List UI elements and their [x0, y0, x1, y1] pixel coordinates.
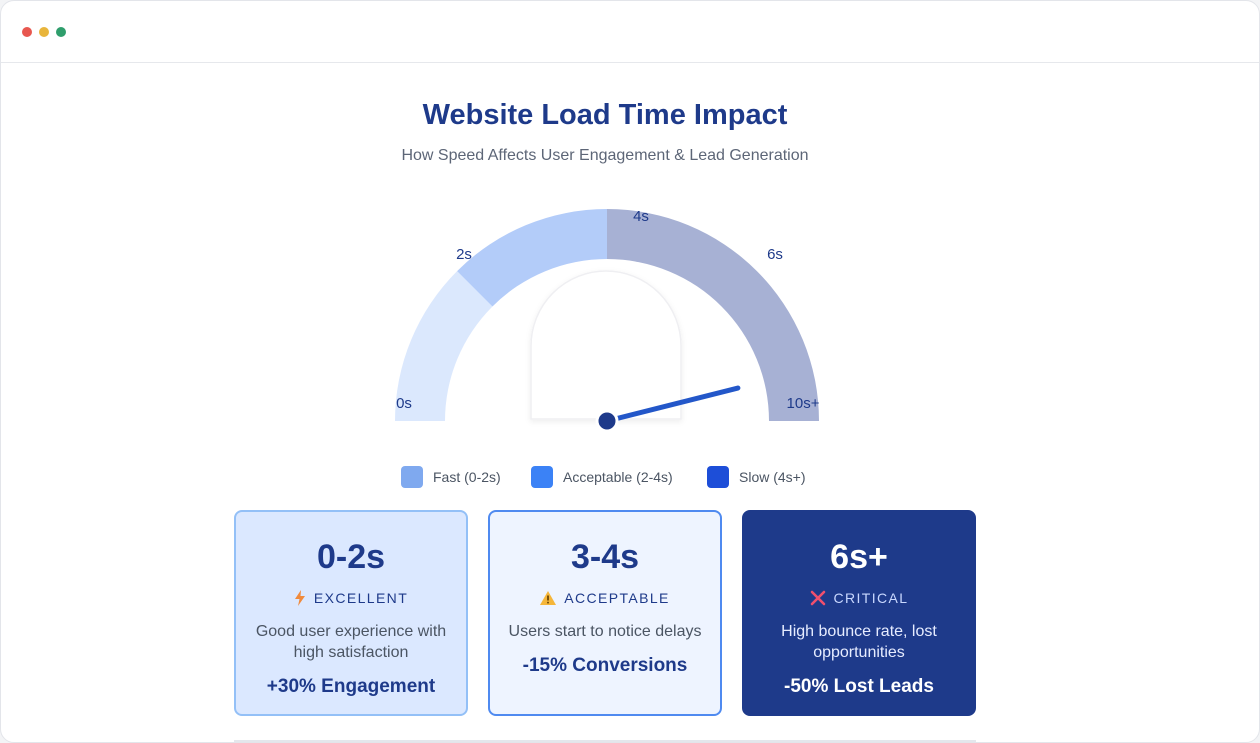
gauge-segment-slow	[607, 209, 819, 421]
legend-item-acceptable: Acceptable (2-4s)	[531, 464, 673, 490]
card-range: 0-2s	[316, 538, 386, 576]
gauge-inner-dial	[530, 270, 682, 420]
card-metric: -15% Conversions	[522, 655, 688, 676]
gauge-tick-label: 6s	[767, 246, 783, 263]
load-time-card-fast: 0-2s EXCELLENT Good user experience with…	[234, 510, 468, 716]
load-time-gauge: 0s 2s 4s 6s 10s+	[395, 208, 820, 433]
legend-swatch	[401, 466, 423, 488]
card-description: Good user experience with high satisfact…	[255, 623, 447, 661]
card-status: CRITICAL	[744, 590, 974, 606]
lightning-icon	[294, 590, 306, 606]
legend-label: Slow (4s+)	[739, 469, 806, 485]
gauge-tick-label: 10s+	[787, 395, 820, 412]
close-window-dot-icon[interactable]	[22, 27, 32, 37]
load-time-card-slow: 6s+ CRITICAL High bounce rate, lost oppo…	[742, 510, 976, 716]
legend-item-slow: Slow (4s+)	[707, 464, 806, 490]
gauge-needle	[604, 385, 741, 424]
legend-swatch	[531, 466, 553, 488]
card-range: 3-4s	[570, 538, 640, 576]
card-status-label: CRITICAL	[833, 590, 909, 606]
card-range: 6s+	[830, 538, 888, 576]
maximize-window-dot-icon[interactable]	[56, 27, 66, 37]
divider	[234, 740, 976, 742]
load-time-card-acceptable: 3-4s ACCEPTABLE Users start to notice de…	[488, 510, 722, 716]
gauge-needle-hub	[595, 409, 619, 433]
card-status-label: ACCEPTABLE	[564, 590, 670, 606]
gauge-segment-fast	[395, 271, 493, 421]
legend-item-fast: Fast (0-2s)	[401, 464, 501, 490]
card-status: EXCELLENT	[236, 590, 466, 606]
legend-swatch	[707, 466, 729, 488]
gauge-legend: Fast (0-2s) Acceptable (2-4s) Slow (4s+)	[401, 464, 821, 490]
card-status-label: EXCELLENT	[313, 590, 409, 606]
cross-icon	[810, 590, 826, 606]
gauge-segment-acceptable	[457, 209, 607, 307]
window-titlebar	[1, 1, 1259, 63]
legend-label: Fast (0-2s)	[433, 469, 501, 485]
card-status: ACCEPTABLE	[490, 590, 720, 606]
page-subtitle: How Speed Affects User Engagement & Lead…	[401, 147, 809, 164]
gauge-tick-label: 2s	[456, 246, 472, 263]
page-title: Website Load Time Impact	[422, 99, 788, 131]
card-metric: -50% Lost Leads	[784, 676, 934, 697]
gauge-tick-label: 4s	[633, 208, 649, 225]
card-description: High bounce rate, lost opportunities	[781, 623, 937, 661]
card-metric: +30% Engagement	[266, 676, 436, 697]
card-description: Users start to notice delays	[508, 623, 702, 640]
gauge-tick-label: 0s	[396, 395, 412, 412]
warning-icon	[540, 591, 557, 605]
legend-label: Acceptable (2-4s)	[563, 469, 673, 485]
minimize-window-dot-icon[interactable]	[39, 27, 49, 37]
